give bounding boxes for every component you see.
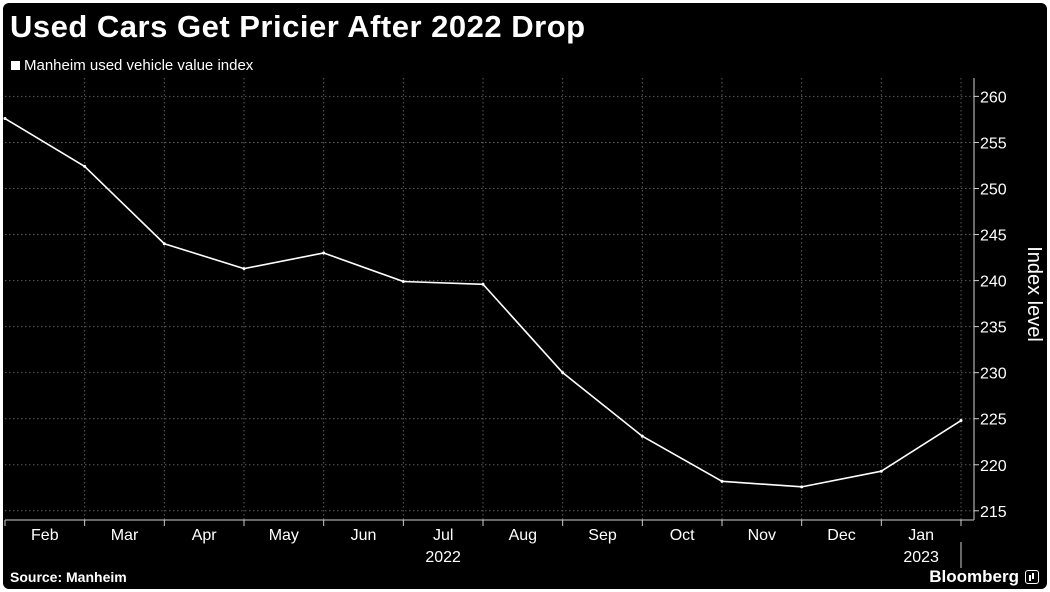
y-tick-label: 245 (980, 228, 1007, 245)
x-tick-label: Feb (31, 527, 59, 544)
data-point (242, 267, 246, 271)
data-point (800, 485, 804, 489)
y-tick-label: 230 (980, 366, 1007, 383)
chart-title: Used Cars Get Pricier After 2022 Drop (10, 9, 586, 44)
data-point (720, 479, 724, 483)
data-point (879, 469, 883, 473)
bar-chart-icon (1025, 570, 1039, 584)
legend-swatch (11, 61, 20, 70)
line-chart: 215 220 225 230 235 240 245 250 255 260 Feb Mar Apr M… (3, 78, 1045, 568)
x-tick-label: Oct (670, 527, 695, 544)
x-tick-label: Jun (351, 527, 377, 544)
x-tick-label: Mar (111, 527, 139, 544)
data-point (83, 164, 87, 168)
x-tick-label: Aug (509, 527, 537, 544)
data-point (322, 251, 326, 255)
data-point (162, 242, 166, 246)
y-axis-title: Index level (1023, 246, 1045, 342)
x-tick-label: May (269, 527, 299, 544)
y-tick-label: 215 (980, 504, 1007, 521)
y-tick-label: 240 (980, 274, 1007, 291)
x-tick-label: Apr (192, 527, 218, 544)
y-tick-label: 225 (980, 412, 1007, 429)
year-label: 2023 (903, 549, 939, 566)
data-point (959, 419, 963, 423)
brand-name: Bloomberg (929, 567, 1019, 586)
chart-frame: Used Cars Get Pricier After 2022 Drop Ma… (3, 3, 1047, 589)
x-tick-label: Dec (827, 527, 855, 544)
data-point (640, 434, 644, 438)
data-point (481, 282, 485, 286)
y-tick-label: 255 (980, 135, 1007, 152)
data-point (561, 371, 565, 375)
brand-logo: Bloomberg (929, 567, 1039, 587)
y-tick-label: 260 (980, 89, 1007, 106)
x-tick-label: Nov (748, 527, 776, 544)
source-note: Source: Manheim (10, 569, 127, 585)
data-point (3, 117, 7, 121)
legend: Manheim used vehicle value index (11, 57, 253, 74)
legend-label: Manheim used vehicle value index (24, 57, 254, 74)
y-tick-label: 235 (980, 320, 1007, 337)
year-label: 2022 (425, 549, 461, 566)
x-tick-label: Sep (588, 527, 617, 544)
y-tick-label: 250 (980, 182, 1007, 199)
y-tick-label: 220 (980, 458, 1007, 475)
x-tick-label: Jul (433, 527, 453, 544)
data-point (401, 280, 405, 284)
x-tick-label: Jan (908, 527, 934, 544)
